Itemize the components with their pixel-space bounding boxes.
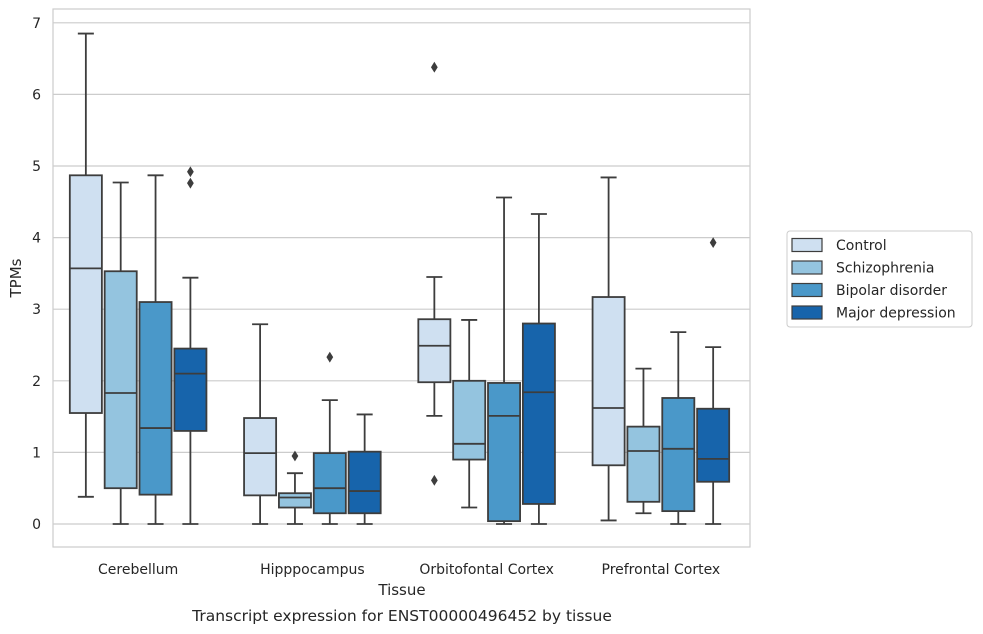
y-tick-label: 6 [32, 87, 41, 103]
y-tick-label: 0 [32, 517, 41, 533]
outlier-point [326, 351, 334, 363]
x-axis-title: Tissue [377, 581, 425, 599]
box [278, 492, 312, 509]
outlier-point [430, 61, 438, 73]
x-tick-label: Hipppocampus [260, 562, 365, 578]
box [452, 379, 487, 461]
y-axis-title: TPMs [7, 258, 25, 298]
legend-frame [786, 230, 973, 328]
box-group [661, 331, 696, 525]
y-tick-label: 4 [32, 231, 41, 247]
legend-item: Bipolar disorder [791, 282, 947, 299]
box [173, 347, 208, 432]
y-tick-label: 2 [32, 374, 41, 390]
legend-label: Schizophrenia [836, 261, 934, 277]
outlier-point [709, 237, 717, 249]
box-group [521, 213, 556, 525]
box [487, 382, 521, 523]
boxes [68, 32, 731, 525]
box [521, 322, 556, 505]
box [68, 174, 103, 414]
box [347, 450, 382, 515]
legend-item: Control [791, 237, 887, 254]
legend-label: Bipolar disorder [836, 283, 947, 299]
box [591, 296, 626, 467]
outlier-point [430, 474, 438, 486]
box-group [278, 450, 312, 525]
legend-item: Major depression [791, 305, 956, 322]
y-tick-label: 5 [32, 159, 41, 175]
legend-swatch [791, 260, 823, 275]
outlier-point [291, 450, 299, 462]
legend-item: Schizophrenia [791, 260, 934, 277]
box-group [173, 166, 208, 525]
y-tick-label: 7 [32, 16, 41, 32]
box-group [487, 196, 521, 525]
y-tick-labels: 0 1 2 3 4 5 6 7 [32, 16, 41, 533]
box-group [417, 61, 452, 486]
box [312, 452, 347, 515]
box [138, 301, 173, 496]
box [243, 417, 278, 497]
box-group [452, 319, 487, 509]
legend-label: Major depression [836, 306, 956, 322]
outlier-point [187, 166, 194, 178]
box-group [591, 176, 626, 522]
x-tick-label: Orbitofontal Cortex [419, 562, 554, 578]
legend-swatch [791, 305, 823, 320]
box-group [68, 32, 103, 498]
chart-caption: Transcript expression for ENST0000049645… [191, 607, 612, 625]
box [626, 425, 661, 503]
box-group [696, 237, 731, 525]
box [661, 397, 696, 513]
box-group [626, 367, 661, 515]
box-group [138, 174, 173, 525]
box-group [243, 323, 278, 525]
legend-swatch [791, 282, 823, 298]
y-tick-label: 3 [32, 302, 41, 318]
box-group [103, 181, 138, 525]
box [417, 318, 452, 384]
legend-swatch [791, 237, 823, 253]
box-group [347, 413, 382, 525]
x-tick-labels: Cerebellum Hipppocampus Orbitofontal Corte… [98, 562, 720, 578]
y-tick-label: 1 [32, 445, 41, 461]
box [103, 270, 138, 490]
x-tick-label: Cerebellum [98, 562, 178, 578]
x-tick-label: Prefrontal Cortex [602, 562, 721, 578]
outlier-point [187, 177, 194, 189]
box-group [312, 351, 347, 525]
box [696, 407, 731, 483]
legend: Control Schizophrenia Bipolar disorder Majo… [786, 230, 973, 328]
legend-label: Control [836, 238, 887, 254]
